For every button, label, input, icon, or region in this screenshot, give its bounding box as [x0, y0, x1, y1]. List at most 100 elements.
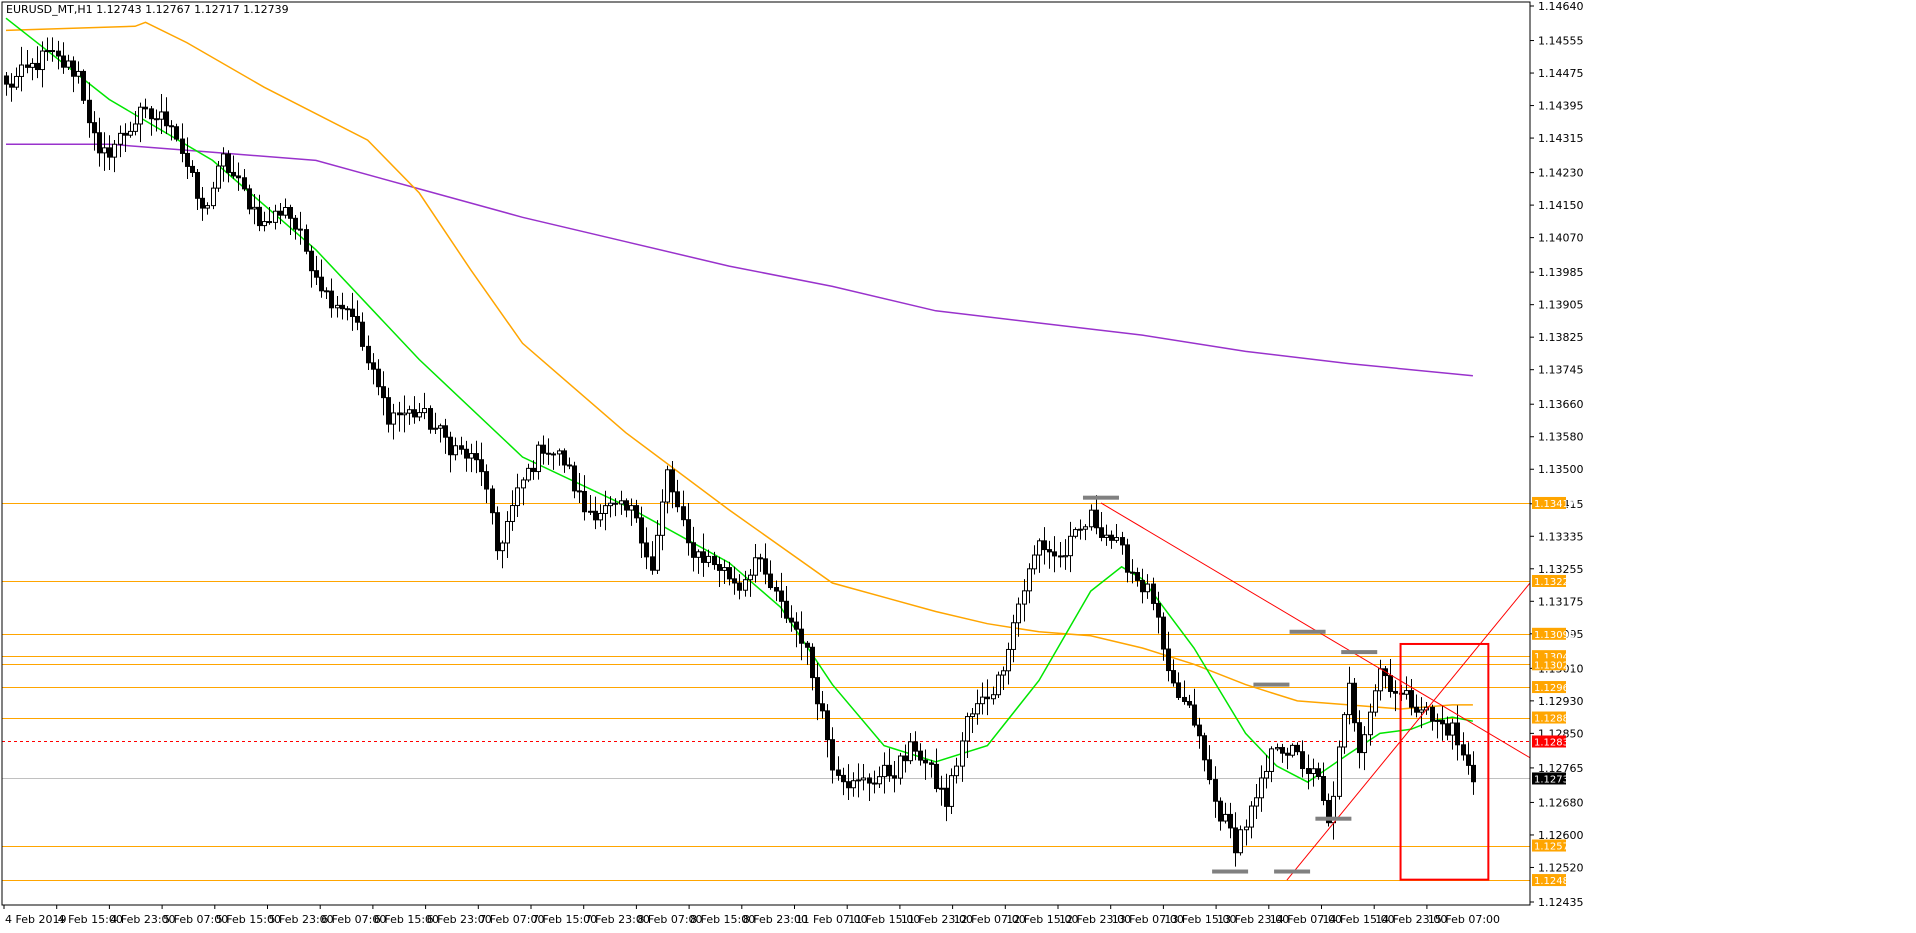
candle [242, 169, 247, 192]
candle [1099, 511, 1104, 542]
price-tick-label: 1.13500 [1538, 463, 1584, 476]
candle [1125, 538, 1130, 583]
time-tick-label: 12 Feb 23:00 [1059, 913, 1131, 926]
moving-averages [5, 17, 1474, 783]
candle [495, 506, 500, 560]
candle [991, 686, 996, 705]
candle [1352, 678, 1357, 732]
candle [355, 300, 360, 331]
candle [1171, 659, 1176, 687]
candle [1414, 694, 1419, 718]
candle [1254, 784, 1259, 820]
candle [1089, 504, 1094, 531]
price-tick-label: 1.14230 [1538, 167, 1584, 180]
candle [619, 490, 624, 515]
candle [531, 460, 536, 480]
price-tick-label: 1.14070 [1538, 232, 1584, 245]
trend-line[interactable] [1286, 582, 1531, 881]
candle [66, 54, 71, 71]
price-tick-label: 1.12930 [1538, 695, 1584, 708]
moving-average-slow[interactable] [6, 143, 1473, 377]
candle [1388, 658, 1393, 698]
candle [443, 418, 448, 454]
candle [71, 56, 76, 93]
candle [1037, 538, 1042, 573]
candle [1285, 747, 1290, 770]
bid-badge-label: 1.12830 [1534, 737, 1575, 748]
candle [1197, 717, 1202, 749]
highlight-rectangle[interactable] [1399, 642, 1490, 881]
candle [929, 759, 934, 778]
candle [1471, 751, 1476, 795]
candle [1435, 713, 1440, 739]
candle [1228, 802, 1233, 839]
candle [448, 431, 453, 473]
candle [872, 770, 877, 794]
candle [149, 105, 154, 136]
candle [975, 689, 980, 725]
candle [159, 93, 164, 135]
candles [4, 37, 1476, 867]
candle [841, 767, 846, 796]
moving-average-fast[interactable] [5, 17, 1474, 783]
candle [288, 204, 293, 235]
candle [1466, 742, 1471, 775]
candle [1295, 742, 1300, 756]
time-tick-label: 4 Feb 15:00 [58, 913, 123, 926]
candle [376, 359, 381, 396]
price-tick-label: 1.12520 [1538, 861, 1584, 874]
candle [867, 773, 872, 802]
candle [428, 405, 433, 434]
candle [118, 125, 123, 158]
price-tick-label: 1.14555 [1538, 35, 1584, 48]
candle [1337, 740, 1342, 800]
candle [970, 708, 975, 733]
time-tick-label: 8 Feb 15:00 [690, 913, 755, 926]
price-tick-label: 1.14315 [1538, 132, 1584, 145]
level-badge-label: 1.12489 [1534, 876, 1575, 887]
level-badge-label: 1.13020 [1534, 660, 1575, 671]
candle [221, 147, 226, 182]
candle [1306, 754, 1311, 790]
candle [174, 123, 179, 142]
time-tick-label: 5 Feb 23:00 [269, 913, 334, 926]
candle [211, 181, 216, 210]
price-axis: 1.14640 1.14555 1.14475 1.14395 1.14315 1.142… [1530, 0, 1584, 909]
candle [825, 704, 830, 758]
candle [1264, 755, 1269, 789]
highlight-box [1399, 642, 1490, 881]
time-tick-label: 7 Feb 07:00 [479, 913, 544, 926]
candle [381, 371, 386, 416]
time-tick-label: 7 Feb 15:00 [532, 913, 597, 926]
candle [169, 120, 174, 141]
candle [536, 441, 541, 480]
candle [608, 496, 613, 518]
candle [644, 527, 649, 570]
candle [293, 214, 298, 240]
candle [541, 435, 546, 465]
candle [588, 495, 593, 515]
price-tick-label: 1.13985 [1538, 266, 1584, 279]
candle [996, 671, 1001, 698]
candle [1311, 758, 1316, 787]
level-badge-label: 1.13225 [1534, 577, 1575, 588]
candle [1362, 726, 1367, 771]
candle [526, 463, 531, 483]
price-tick-label: 1.14150 [1538, 199, 1584, 212]
moving-average-mid[interactable] [5, 21, 1473, 710]
candle [634, 499, 639, 523]
candle [1409, 679, 1414, 716]
time-tick-label: 6 Feb 23:00 [427, 913, 492, 926]
time-tick-label: 13 Feb 15:00 [1164, 913, 1236, 926]
candle [830, 727, 835, 784]
price-tick-label: 1.12435 [1538, 896, 1584, 909]
candle [81, 69, 86, 104]
candle [655, 520, 660, 574]
candle [577, 472, 582, 504]
candle [706, 549, 711, 568]
candle [350, 292, 355, 331]
candle [278, 202, 283, 225]
